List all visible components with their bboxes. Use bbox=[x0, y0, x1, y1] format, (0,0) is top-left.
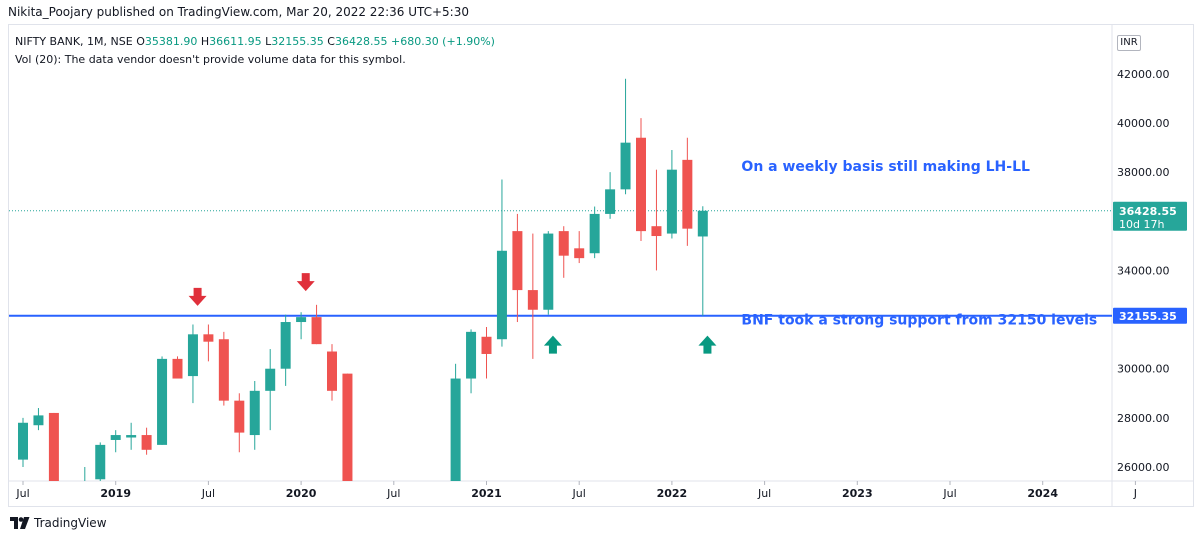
candle-body[interactable] bbox=[342, 373, 353, 482]
arrow-up-icon bbox=[698, 335, 717, 354]
candle-body[interactable] bbox=[203, 334, 214, 342]
candle-body[interactable] bbox=[311, 317, 322, 345]
x-tick-label: 2020 bbox=[286, 487, 317, 500]
support-price-badge bbox=[1113, 307, 1187, 324]
y-tick-label: 26000.00 bbox=[1117, 461, 1170, 474]
x-tick-label: 2019 bbox=[100, 487, 131, 500]
footer-brand-label: TradingView bbox=[34, 516, 107, 530]
candle-body[interactable] bbox=[605, 189, 616, 214]
symbol-label: NIFTY BANK, 1M, NSE bbox=[15, 35, 133, 48]
candle-body[interactable] bbox=[466, 331, 477, 379]
candle-body[interactable] bbox=[172, 358, 183, 379]
countdown-label: 10d 17h bbox=[1119, 218, 1164, 231]
x-tick-label: Jul bbox=[15, 487, 29, 500]
candle-body[interactable] bbox=[574, 248, 585, 259]
candle-body[interactable] bbox=[265, 368, 276, 391]
tradingview-logo-icon bbox=[10, 517, 30, 529]
publish-info: Nikita_Poojary published on TradingView.… bbox=[8, 5, 469, 19]
y-tick-label: 42000.00 bbox=[1117, 68, 1170, 81]
chart-legend: NIFTY BANK, 1M, NSE O35381.90 H36611.95 … bbox=[15, 33, 495, 69]
candle-body[interactable] bbox=[33, 415, 44, 426]
plot-area[interactable]: On a weekly basis still making LH-LL BNF … bbox=[9, 78, 1112, 483]
high-value: 36611.95 bbox=[209, 35, 262, 48]
candle-body[interactable] bbox=[249, 390, 260, 436]
candle-body[interactable] bbox=[187, 334, 198, 377]
candle-body[interactable] bbox=[666, 169, 677, 234]
candle-body[interactable] bbox=[496, 250, 507, 340]
candle-body[interactable] bbox=[157, 358, 168, 445]
low-label: L bbox=[265, 35, 272, 48]
y-tick-label: 28000.00 bbox=[1117, 412, 1170, 425]
candle-body[interactable] bbox=[651, 226, 662, 237]
annotation-text: On a weekly basis still making LH-LL bbox=[741, 159, 1030, 175]
x-tick-label: 2022 bbox=[657, 487, 688, 500]
open-label: O bbox=[136, 35, 145, 48]
candle-body[interactable] bbox=[481, 336, 492, 354]
arrow-down-icon bbox=[188, 287, 207, 306]
x-tick-label: Jul bbox=[942, 487, 956, 500]
candle-body[interactable] bbox=[80, 482, 90, 483]
y-tick-label: 30000.00 bbox=[1117, 363, 1170, 376]
currency-badge[interactable]: INR bbox=[1117, 35, 1141, 51]
x-tick-label: Jul bbox=[386, 487, 400, 500]
candle-body[interactable] bbox=[95, 444, 106, 480]
y-tick-label: 40000.00 bbox=[1117, 117, 1170, 130]
arrow-up-icon bbox=[543, 335, 562, 354]
candle-body[interactable] bbox=[697, 210, 708, 237]
last-price-badge bbox=[1113, 201, 1187, 231]
candle-body[interactable] bbox=[620, 142, 631, 190]
annotation-text: BNF took a strong support from 32150 lev… bbox=[741, 312, 1097, 328]
candle-body[interactable] bbox=[218, 339, 229, 401]
candle-body[interactable] bbox=[682, 159, 693, 229]
arrow-down-icon bbox=[296, 273, 315, 292]
y-tick-label: 38000.00 bbox=[1117, 166, 1170, 179]
candle-body[interactable] bbox=[18, 422, 28, 460]
y-tick-label: 34000.00 bbox=[1117, 264, 1170, 277]
low-value: 32155.35 bbox=[271, 35, 324, 48]
candle-body[interactable] bbox=[234, 400, 245, 433]
candle-body[interactable] bbox=[527, 290, 538, 310]
x-tick-label: 2024 bbox=[1027, 487, 1058, 500]
candle-body[interactable] bbox=[110, 435, 121, 440]
close-label: C bbox=[327, 35, 335, 48]
open-value: 35381.90 bbox=[144, 35, 198, 48]
candle-body[interactable] bbox=[48, 412, 59, 482]
x-tick-label: J bbox=[1133, 487, 1137, 500]
x-tick-label: 2021 bbox=[471, 487, 502, 500]
candle-body[interactable] bbox=[450, 378, 461, 482]
x-tick-label: Jul bbox=[572, 487, 586, 500]
chart-frame bbox=[8, 24, 1194, 507]
candle-body[interactable] bbox=[543, 233, 554, 310]
candle-body[interactable] bbox=[512, 231, 523, 291]
candle-body[interactable] bbox=[141, 435, 152, 450]
high-label: H bbox=[200, 35, 210, 48]
candle-body[interactable] bbox=[558, 231, 569, 256]
x-tick-label: Jul bbox=[201, 487, 215, 500]
candle-body[interactable] bbox=[280, 322, 291, 369]
close-value: 36428.55 bbox=[334, 35, 388, 48]
volume-note: Vol (20): The data vendor doesn't provid… bbox=[15, 53, 406, 66]
last-price-label: 36428.55 bbox=[1119, 205, 1177, 218]
support-price-label: 32155.35 bbox=[1119, 310, 1177, 323]
candle-body[interactable] bbox=[126, 435, 137, 438]
x-tick-label: 2023 bbox=[842, 487, 873, 500]
candle-body[interactable] bbox=[589, 213, 600, 254]
change-value: +680.30 (+1.90%) bbox=[390, 35, 495, 48]
candle-body[interactable] bbox=[327, 351, 337, 391]
x-tick-label: Jul bbox=[757, 487, 771, 500]
candle-body[interactable] bbox=[296, 317, 307, 323]
candle-body[interactable] bbox=[636, 137, 646, 232]
footer-brand[interactable]: TradingView bbox=[10, 514, 107, 532]
